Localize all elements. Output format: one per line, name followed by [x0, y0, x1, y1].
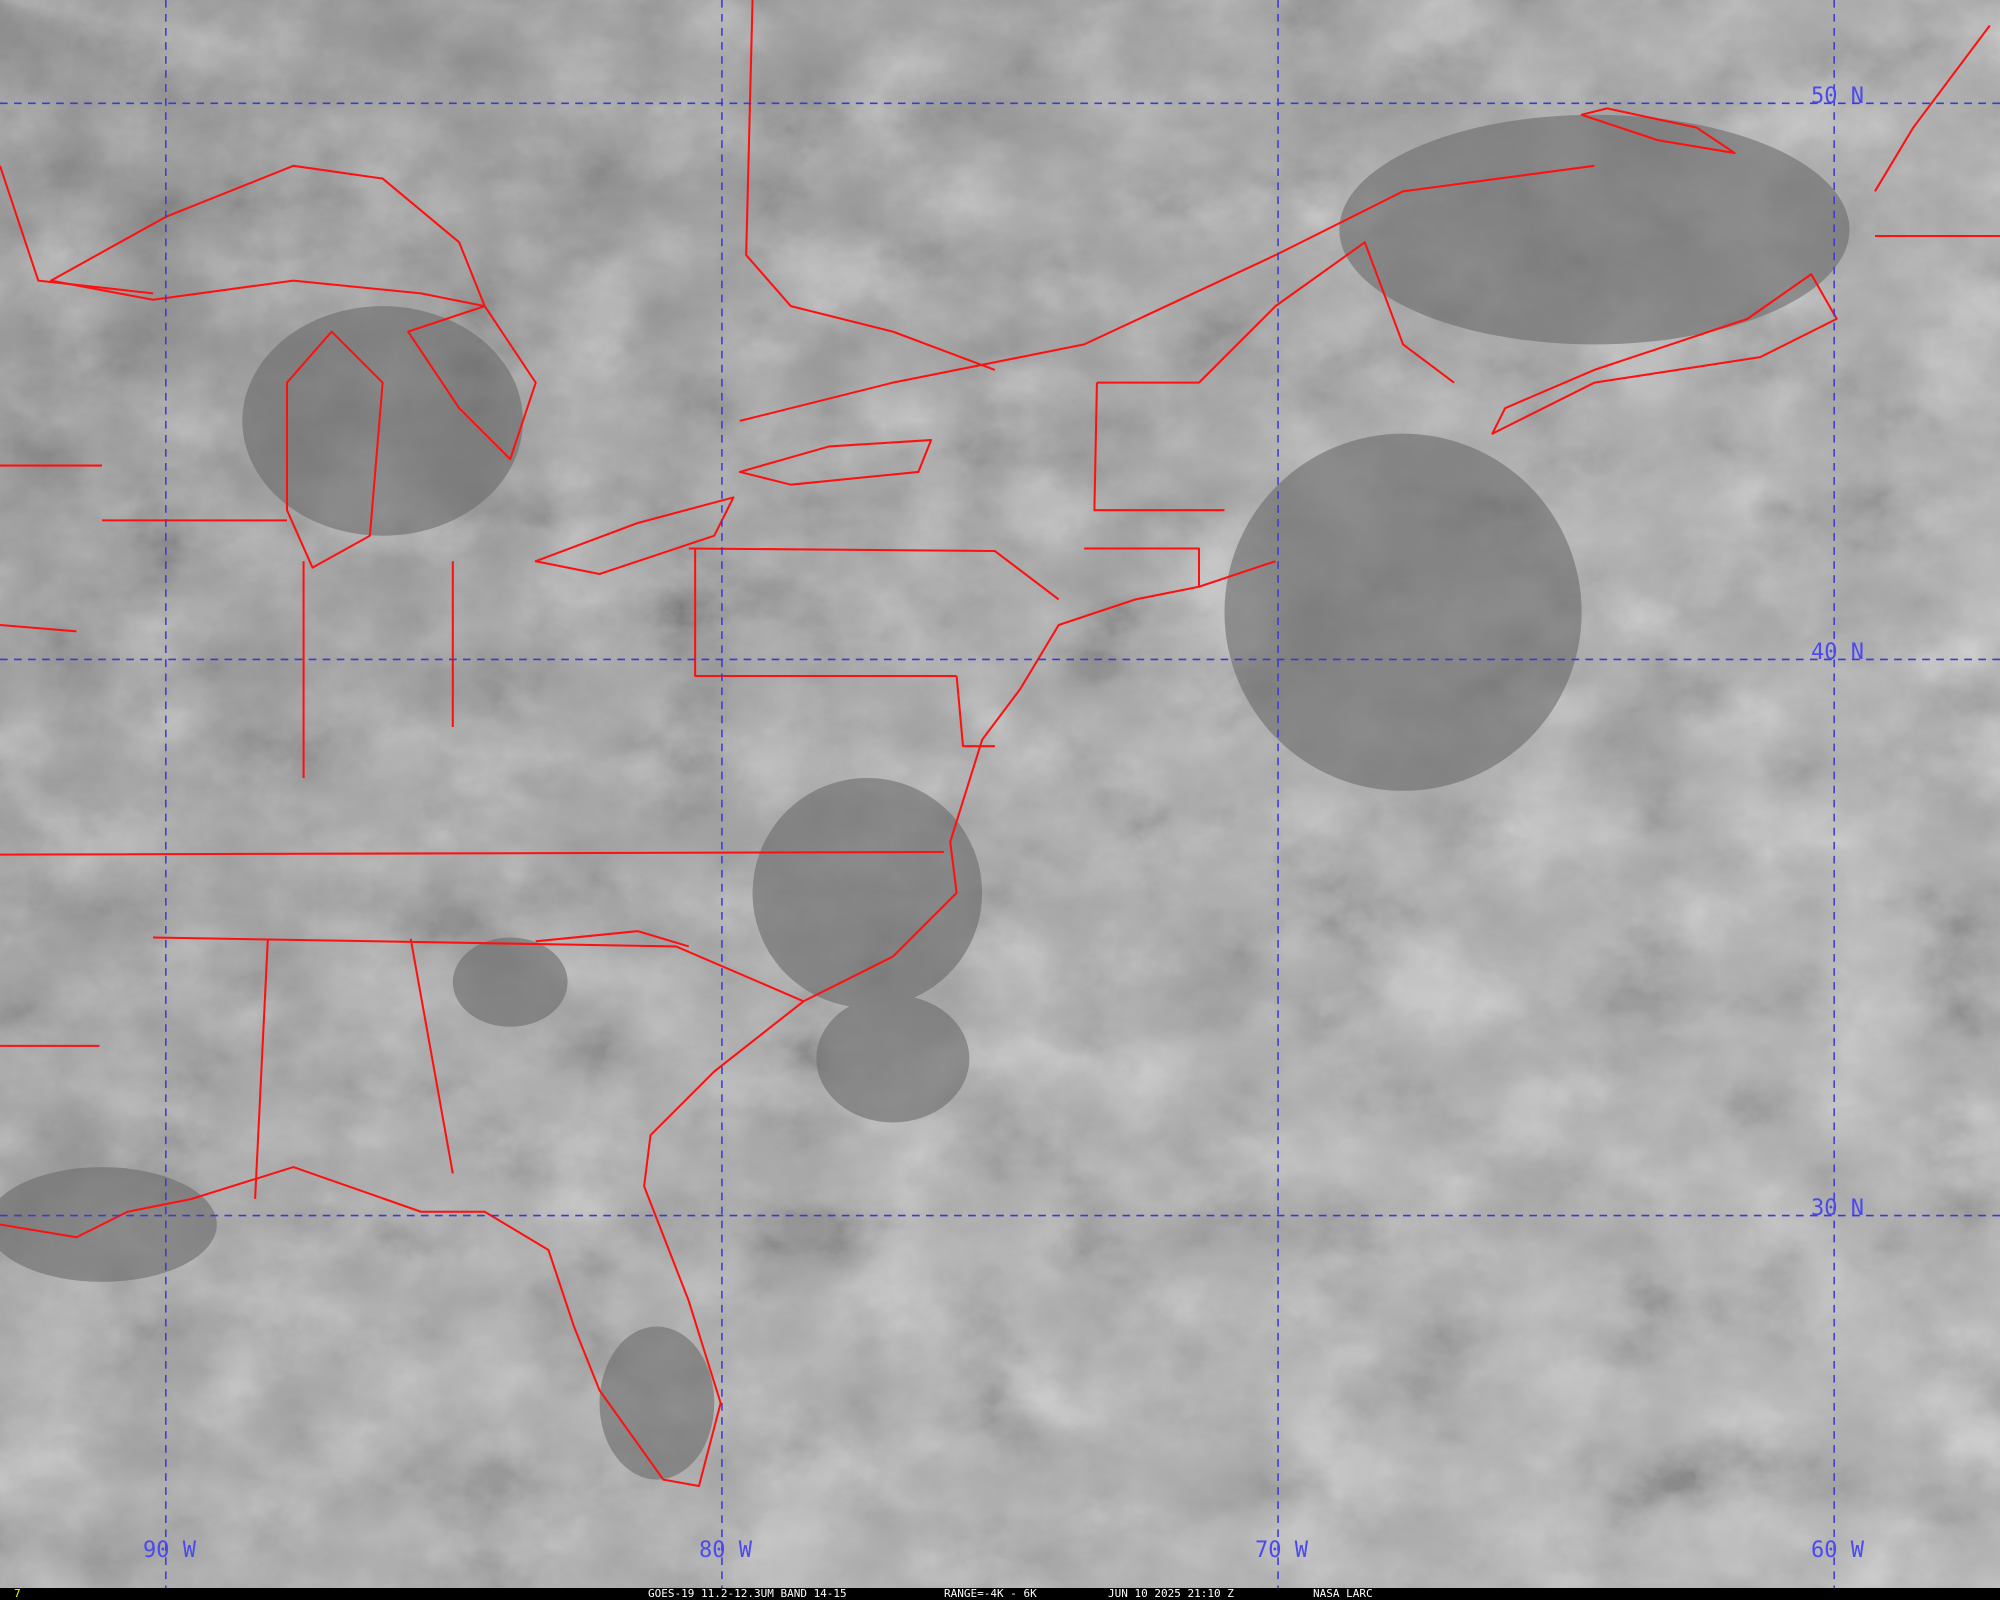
nova-scotia [1491, 273, 1838, 435]
longitude-label-60w: 60 W [1811, 1538, 1864, 1563]
longitude-label-90w: 90 W [143, 1538, 196, 1563]
latitude-label-40n: 40 N [1811, 640, 1864, 665]
newfoundland [1580, 24, 2000, 237]
product-label: GOES-19 11.2-12.3UM BAND 14-15 [648, 1587, 847, 1600]
lake-erie [534, 496, 735, 575]
frame-number: 7 [14, 1587, 21, 1600]
lake-ontario [738, 439, 933, 486]
latitude-label-50n: 50 N [1811, 84, 1864, 109]
state-lines [0, 382, 1225, 1200]
range-label: RANGE=-4K - 6K [944, 1587, 1037, 1600]
datetime-label: JUN 10 2025 21:10 Z [1108, 1587, 1234, 1600]
dark-cloud-patches [0, 114, 1850, 1480]
lake-huron [407, 305, 537, 461]
lake-michigan [285, 330, 384, 569]
lake-superior [49, 164, 486, 308]
latitude-label-30n: 30 N [1811, 1196, 1864, 1221]
credit-label: NASA LARC [1313, 1587, 1373, 1600]
canada-border [0, 0, 1595, 422]
atlantic-gulf-coastline [0, 560, 1276, 1487]
longitude-label-70w: 70 W [1255, 1538, 1308, 1563]
political-boundaries [0, 0, 2000, 1487]
longitude-label-80w: 80 W [699, 1538, 752, 1563]
caption-bar: 7 GOES-19 11.2-12.3UM BAND 14-15 RANGE=-… [0, 1588, 2000, 1600]
